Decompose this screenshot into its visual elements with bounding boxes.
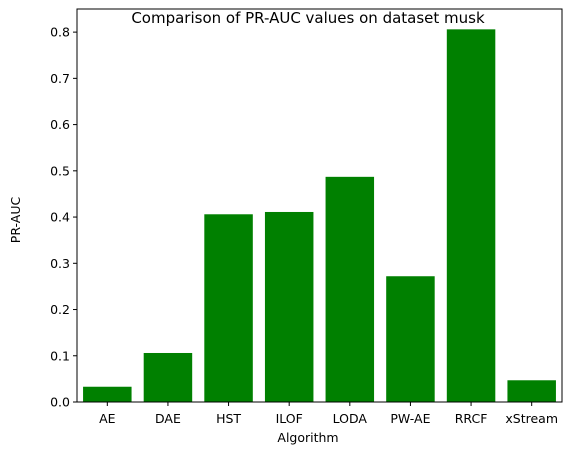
y-tick-label: 0.2 [50,302,70,317]
x-tick-label: ILOF [276,411,303,426]
bar-dae [143,352,193,402]
y-tick-label: 0.1 [50,348,70,363]
bar-ilof [264,211,314,402]
x-tick-label: AE [99,411,116,426]
y-tick-label: 0.7 [50,71,70,86]
chart-title: Comparison of PR-AUC values on dataset m… [131,9,485,27]
x-axis-label: Algorithm [277,430,338,445]
plot-frame [76,8,563,403]
x-tick-label: PW-AE [390,411,430,426]
bar-xstream [507,380,556,402]
y-tick-label: 0.3 [50,256,70,271]
x-tick-label: LODA [333,411,368,426]
x-tick-label: xStream [505,411,558,426]
bar-loda [325,176,375,402]
bar-rrcf [446,29,496,403]
y-tick-label: 0.8 [50,25,70,40]
x-axis: AE DAE HST ILOF LODA PW-AE RRCF xStream [99,402,558,426]
bar-hst [204,214,253,402]
y-tick-label: 0.6 [50,117,70,132]
y-axis: 0.0 0.1 0.2 0.3 0.4 0.5 0.6 0.7 0.8 [50,25,77,410]
y-tick-label: 0.4 [50,210,70,225]
bar-ae [83,386,132,402]
x-tick-label: DAE [155,411,181,426]
x-tick-label: RRCF [455,411,488,426]
y-axis-label: PR-AUC [8,197,23,244]
y-tick-label: 0.5 [50,163,70,178]
y-tick-label: 0.0 [50,395,70,410]
x-tick-label: HST [216,411,241,426]
bars-group [83,29,556,403]
bar-pw-ae [386,276,435,402]
